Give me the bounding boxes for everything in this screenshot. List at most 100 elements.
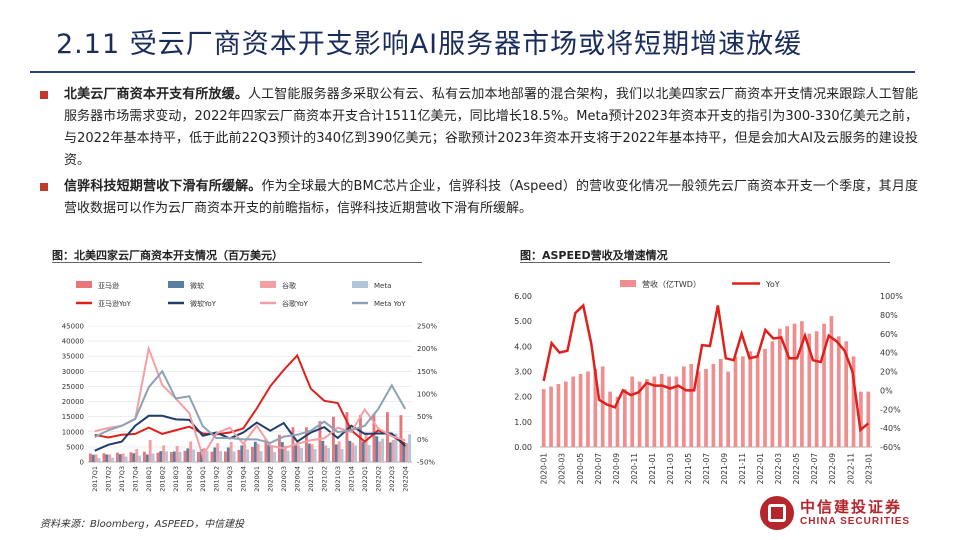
bar	[733, 356, 738, 447]
x-tick-label: 2019Q3	[226, 466, 234, 492]
y-tick-label: 25000	[62, 383, 84, 391]
legend-label: 谷歌	[282, 281, 296, 290]
bar	[402, 443, 406, 462]
y2-tick-label: 60%	[880, 330, 898, 339]
x-tick-label: 2021Q4	[347, 466, 355, 492]
bar	[116, 452, 119, 462]
x-tick-label: 2020-01	[540, 453, 549, 485]
legend-label: YoY	[765, 280, 780, 289]
bar	[408, 434, 411, 462]
chart-divider	[52, 262, 422, 263]
aspeed-chart: 营收（亿TWD） YoY 0.00 1.00 2.00 3.00 4.00 5.00 6.00 -…	[514, 279, 903, 485]
bar	[586, 371, 590, 447]
bar	[232, 451, 236, 462]
y-tick-label: 5000	[66, 443, 84, 451]
bar	[375, 436, 379, 462]
y-tick-label: 2.00	[514, 393, 532, 402]
bar	[549, 386, 553, 447]
bar	[183, 450, 187, 462]
x-tick-label: 2023-01	[864, 453, 873, 485]
bar	[297, 445, 301, 462]
bar	[273, 452, 276, 462]
x-tick-label: 2019Q4	[239, 466, 247, 492]
bar	[294, 443, 298, 462]
legend-swatch	[76, 281, 92, 288]
bar	[763, 348, 767, 447]
bar	[388, 442, 392, 462]
x-tick-label: 2022-07	[810, 453, 819, 485]
x-tick-label: 2017Q2	[104, 466, 112, 492]
bar	[394, 433, 398, 462]
bar	[748, 351, 753, 447]
x-tick-label: 2022-05	[792, 453, 801, 485]
bar	[348, 440, 352, 462]
bar	[777, 328, 782, 447]
bar	[305, 427, 308, 462]
x-tick-label: 2017Q4	[131, 466, 139, 492]
bar	[726, 371, 730, 447]
legend-label: 微软	[190, 281, 204, 290]
x-tick-label: 2021Q2	[320, 466, 328, 492]
bar	[381, 438, 384, 462]
y2-tick-label: 0%	[880, 386, 893, 395]
bar	[652, 376, 657, 447]
bar	[197, 452, 200, 462]
x-tick-label: 2020-09	[612, 453, 621, 485]
x-tick-label: 2020-11	[630, 453, 639, 485]
bar	[270, 445, 274, 462]
y-tick-label: 6.00	[514, 292, 532, 301]
series-line	[542, 302, 870, 433]
y-tick-label: 3.00	[514, 368, 532, 377]
legend-label: 营收（亿TWD）	[642, 279, 701, 289]
x-tick-label: 2019Q1	[199, 466, 207, 492]
x-tick-label: 2021Q1	[307, 466, 315, 492]
bar	[102, 453, 106, 462]
bar	[186, 448, 190, 462]
source-note: 资料来源：Bloomberg，ASPEED，中信建投	[40, 519, 245, 530]
bar	[162, 445, 166, 462]
x-tick-label: 2022-11	[846, 453, 855, 485]
bar	[541, 389, 546, 447]
bar	[659, 374, 664, 447]
bar	[310, 444, 314, 462]
bar	[105, 454, 109, 462]
bar	[637, 381, 642, 447]
x-tick-label: 2020Q3	[280, 466, 288, 492]
chart-title-capex: 图：北美四家云厂商资本开支情况（百万美元）	[52, 249, 283, 262]
series-line	[94, 344, 406, 459]
bar	[192, 449, 195, 462]
bar	[324, 445, 328, 462]
bar	[172, 451, 176, 462]
x-tick-label: 2021Q3	[334, 466, 342, 492]
y-tick-label: 35000	[62, 353, 84, 361]
bar	[121, 453, 125, 462]
legend-swatch	[352, 281, 368, 288]
bar	[354, 445, 357, 462]
x-tick-label: 2020-07	[594, 453, 603, 485]
x-tick-label: 2021-05	[684, 453, 693, 485]
legend-swatch	[260, 281, 276, 288]
bar	[89, 453, 92, 462]
bar	[785, 326, 789, 447]
bar	[327, 448, 330, 462]
y-tick-label: 1.00	[514, 418, 532, 427]
x-tick-label: 2018Q2	[158, 466, 166, 492]
bullet-capex: 北美云厂商资本开支有所放缓。人工智能服务器多采取公有云、私有云加本地部署的混合架…	[40, 84, 918, 172]
y2-tick-label: -50%	[417, 459, 435, 467]
bar	[189, 441, 193, 462]
bar	[682, 366, 686, 447]
y-tick-label: 30000	[62, 368, 84, 376]
bar	[556, 384, 561, 447]
y2-tick-label: 200%	[417, 345, 437, 353]
bar	[170, 452, 173, 462]
x-tick-label: 2021-11	[738, 453, 747, 485]
y-tick-label: 40000	[62, 338, 84, 346]
bar	[593, 368, 598, 447]
bar	[219, 451, 222, 462]
bar	[391, 439, 395, 462]
y2-tick-label: 100%	[880, 292, 903, 301]
bar	[138, 455, 141, 462]
bar	[199, 449, 203, 462]
bar	[118, 454, 122, 462]
x-tick-label: 2022-03	[774, 453, 783, 485]
